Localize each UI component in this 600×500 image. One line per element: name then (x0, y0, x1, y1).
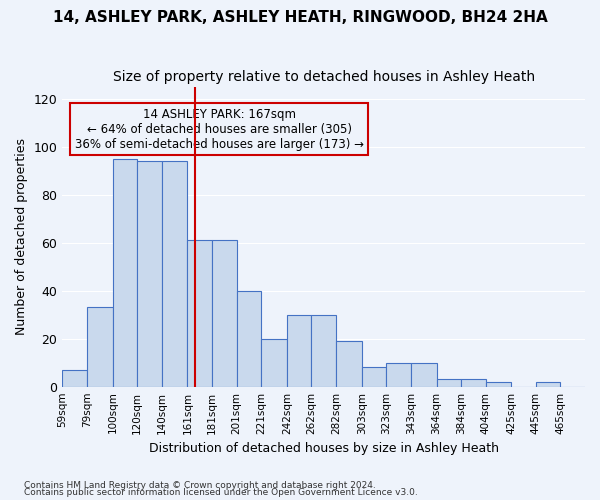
Bar (362, 368, 386, 386)
Bar (336, 341, 362, 386)
Bar (536, 382, 560, 386)
Title: Size of property relative to detached houses in Ashley Heath: Size of property relative to detached ho… (113, 70, 535, 84)
Bar (62, 370, 87, 386)
X-axis label: Distribution of detached houses by size in Ashley Heath: Distribution of detached houses by size … (149, 442, 499, 455)
Bar (437, 380, 461, 386)
Bar (236, 290, 261, 386)
Y-axis label: Number of detached properties: Number of detached properties (15, 138, 28, 335)
Bar (411, 362, 437, 386)
Bar (461, 380, 485, 386)
Bar (137, 161, 161, 386)
Bar (161, 161, 187, 386)
Bar (386, 362, 411, 386)
Bar (485, 382, 511, 386)
Bar (287, 314, 311, 386)
Bar (113, 158, 137, 386)
Bar (261, 338, 287, 386)
Bar (311, 314, 336, 386)
Bar (212, 240, 236, 386)
Text: Contains public sector information licensed under the Open Government Licence v3: Contains public sector information licen… (24, 488, 418, 497)
Text: 14 ASHLEY PARK: 167sqm
← 64% of detached houses are smaller (305)
36% of semi-de: 14 ASHLEY PARK: 167sqm ← 64% of detached… (74, 108, 364, 150)
Text: 14, ASHLEY PARK, ASHLEY HEATH, RINGWOOD, BH24 2HA: 14, ASHLEY PARK, ASHLEY HEATH, RINGWOOD,… (53, 10, 547, 25)
Bar (187, 240, 212, 386)
Text: Contains HM Land Registry data © Crown copyright and database right 2024.: Contains HM Land Registry data © Crown c… (24, 480, 376, 490)
Bar (87, 308, 113, 386)
